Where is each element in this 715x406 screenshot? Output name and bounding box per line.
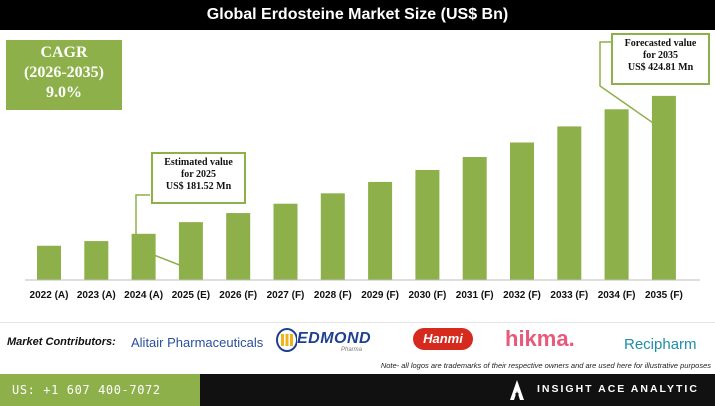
x-tick-label: 2030 (F) bbox=[409, 290, 447, 301]
cagr-label: CAGR bbox=[40, 44, 88, 61]
bar-2031-f bbox=[462, 157, 487, 280]
callout-forecasted-2035: Forecasted value for 2035 US$ 424.81 Mn bbox=[611, 33, 710, 85]
bar-2030-f bbox=[415, 169, 440, 280]
x-tick-label: 2033 (F) bbox=[550, 290, 588, 301]
edmond-subtext: Pharma bbox=[341, 347, 363, 353]
callout-forecasted-line3: US$ 424.81 Mn bbox=[627, 62, 694, 73]
callout-estimated-line1: Estimated value bbox=[164, 157, 233, 168]
cagr-box: CAGR (2026-2035) 9.0% bbox=[6, 40, 122, 110]
trademark-note: Note- all logos are trademarks of their … bbox=[380, 361, 711, 370]
edmond-logo: EDMOND Pharma bbox=[275, 327, 390, 353]
callout-estimated-line2: for 2025 bbox=[180, 169, 217, 180]
bar-chart: 2022 (A) 2023 (A) 2024 (A) 2025 (E) 2026 (F)… bbox=[25, 41, 700, 301]
callout-forecasted-line2: for 2035 bbox=[642, 50, 679, 61]
cagr-period: (2026-2035) bbox=[24, 64, 104, 81]
callout-2025-leader bbox=[135, 194, 183, 267]
x-tick-label: 2023 (A) bbox=[77, 290, 116, 301]
callout-estimated-line3: US$ 181.52 Mn bbox=[165, 181, 232, 192]
bar-2028-f bbox=[320, 193, 345, 280]
x-tick-label: 2026 (F) bbox=[219, 290, 257, 301]
x-tick-label: 2027 (F) bbox=[267, 290, 305, 301]
edmond-emblem-icon bbox=[276, 328, 297, 352]
bar-2029-f bbox=[368, 181, 393, 280]
bar-2033-f bbox=[557, 126, 582, 281]
altair-logo: Alitair Pharmaceuticals bbox=[131, 335, 264, 350]
bar-2025-e bbox=[178, 222, 203, 280]
chart-title: Global Erdosteine Market Size (US$ Bn) bbox=[0, 0, 715, 30]
bar-2027-f bbox=[273, 203, 298, 280]
footer-brand: INSIGHT ACE ANALYTIC bbox=[537, 383, 699, 395]
callout-estimated-2025: Estimated value for 2025 US$ 181.52 Mn bbox=[151, 152, 246, 204]
callout-forecasted-line1: Forecasted value bbox=[624, 38, 697, 49]
x-tick-label: 2024 (A) bbox=[124, 290, 163, 301]
x-tick-label: 2035 (F) bbox=[645, 290, 683, 301]
bar-2032-f bbox=[510, 142, 534, 280]
bar-2026-f bbox=[226, 213, 251, 280]
x-tick-label: 2028 (F) bbox=[314, 290, 352, 301]
callout-2035-leader bbox=[599, 41, 657, 126]
recipharm-logo: Recipharm bbox=[624, 336, 697, 353]
hikma-logo: hikma. bbox=[505, 326, 575, 351]
x-tick-label: 2034 (F) bbox=[598, 290, 636, 301]
bar-2035-f bbox=[651, 95, 676, 280]
contributors-strip bbox=[0, 322, 715, 370]
x-tick-label: 2022 (A) bbox=[30, 290, 69, 301]
bar-2024-a bbox=[131, 233, 156, 280]
insight-ace-logo-icon bbox=[510, 380, 524, 400]
cagr-value: 9.0% bbox=[46, 84, 82, 101]
footer-phone: US: +1 607 400-7072 bbox=[0, 374, 200, 406]
bar-2023-a bbox=[84, 241, 109, 280]
bar-2022-a bbox=[37, 245, 61, 280]
edmond-wordmark: EDMOND bbox=[297, 330, 372, 347]
x-tick-label: 2029 (F) bbox=[361, 290, 399, 301]
bar-2034-f bbox=[604, 109, 629, 281]
x-tick-label: 2031 (F) bbox=[456, 290, 494, 301]
x-tick-label: 2032 (F) bbox=[503, 290, 541, 301]
x-tick-label: 2025 (E) bbox=[172, 290, 210, 301]
contributors-label: Market Contributors: bbox=[7, 336, 116, 348]
hanmi-logo: Hanmi bbox=[413, 328, 473, 350]
